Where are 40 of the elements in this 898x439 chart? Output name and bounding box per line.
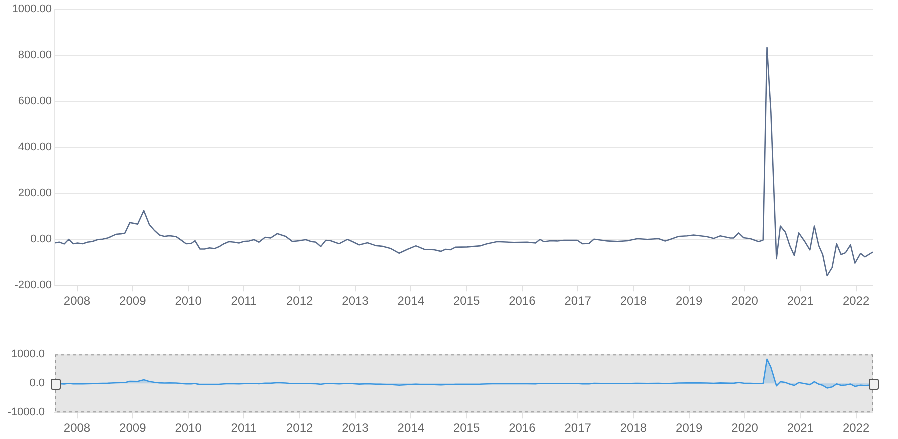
x-tick-label: 2015 — [453, 421, 480, 436]
y-tick-label: 800.00 — [18, 50, 52, 62]
x-tick-label: 2009 — [120, 294, 147, 308]
x-tick-label: 2020 — [732, 421, 759, 436]
y-tick-label: 400.00 — [18, 142, 52, 154]
x-tick-label: 2016 — [509, 294, 536, 308]
x-tick-label: 2011 — [231, 294, 258, 308]
x-tick-label: 2022 — [842, 294, 870, 308]
x-tick-label: 2013 — [342, 421, 370, 436]
x-tick-label: 2009 — [120, 421, 147, 436]
x-tick-label: 2015 — [453, 294, 480, 308]
x-tick-label: 2017 — [564, 294, 592, 308]
y-tick-label: 1000.00 — [12, 4, 52, 16]
x-tick-label: 2012 — [286, 294, 314, 308]
y-tick-label: 0.0 — [30, 378, 45, 390]
x-tick-label: 2022 — [842, 421, 870, 436]
x-tick-label: 2008 — [64, 294, 91, 308]
x-tick-label: 2018 — [620, 294, 648, 308]
x-tick-label: 2008 — [64, 421, 91, 436]
x-tick-label: 2011 — [231, 421, 258, 436]
x-tick-label: 2020 — [732, 294, 759, 308]
x-tick-label: 2013 — [342, 294, 370, 308]
x-tick-label: 2021 — [787, 421, 814, 436]
y-tick-label: 600.00 — [18, 96, 52, 108]
y-tick-label: -1000.0 — [8, 406, 45, 419]
x-tick-label: 2016 — [509, 421, 536, 436]
x-tick-label: 2017 — [564, 421, 592, 436]
x-tick-label: 2019 — [676, 421, 704, 436]
x-tick-label: 2019 — [676, 294, 704, 308]
y-tick-label: 1000.0 — [11, 348, 45, 361]
x-tick-label: 2010 — [175, 294, 202, 308]
x-tick-label: 2012 — [286, 421, 314, 436]
x-tick-label: 2018 — [620, 421, 648, 436]
y-tick-label: 200.00 — [18, 188, 52, 200]
x-tick-label: 2014 — [398, 294, 425, 308]
x-tick-label: 2014 — [398, 421, 425, 436]
y-tick-label: 0.00 — [30, 234, 52, 246]
y-tick-label: -200.00 — [14, 280, 52, 292]
x-tick-label: 2021 — [787, 294, 814, 308]
x-tick-label: 2010 — [175, 421, 202, 436]
